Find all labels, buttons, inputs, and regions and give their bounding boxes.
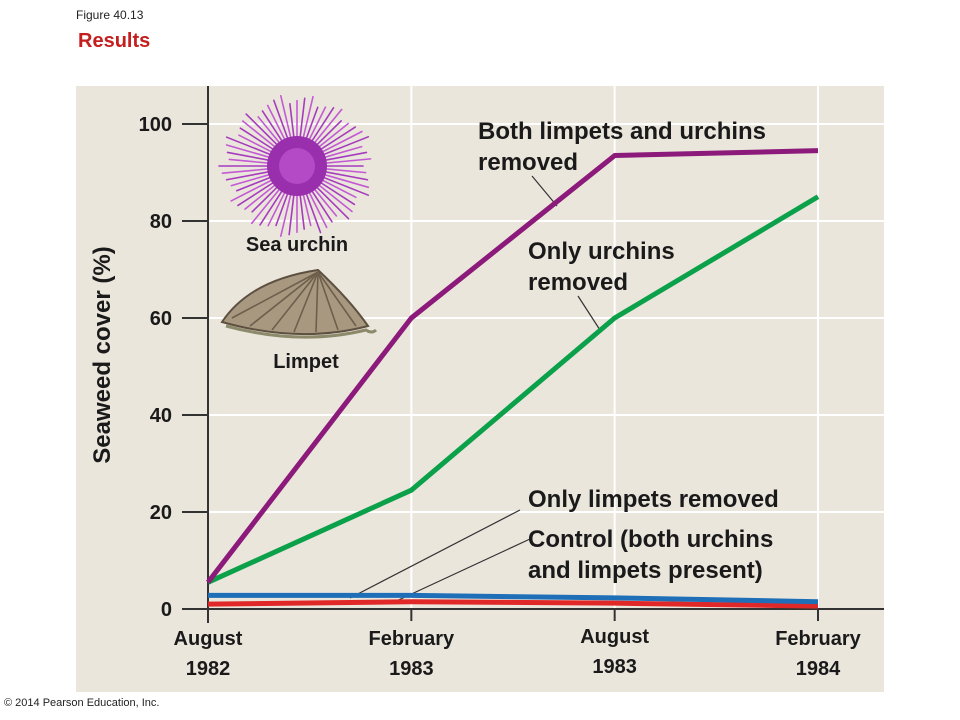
series-control-line — [207, 599, 819, 609]
series-only-limpets-removed-line — [208, 592, 819, 605]
series-labels: Both limpets and urchins removed Only urch… — [478, 118, 779, 584]
series-only-limpets-removed-label: Only limpets removed — [528, 486, 779, 513]
y-tick-label: 100 — [139, 114, 172, 136]
sea-urchin-label: Sea urchin — [246, 234, 348, 256]
leader-line — [349, 509, 521, 599]
x-tick-label: February 1984 — [775, 628, 861, 680]
figure-label: Figure 40.13 — [76, 8, 144, 22]
sea-urchin-icon — [218, 95, 372, 237]
axes — [182, 86, 884, 623]
series-both-removed-label: Both limpets and urchins removed — [478, 118, 766, 176]
leader-line — [577, 295, 601, 331]
limpet-label: Limpet — [273, 351, 339, 373]
x-tick-label: August 1983 — [580, 626, 649, 678]
copyright-notice: © 2014 Pearson Education, Inc. — [4, 697, 160, 709]
leader-line — [531, 175, 558, 207]
x-tick-label: August 1982 — [174, 628, 243, 680]
series-only-urchins-removed-label: Only urchins removed — [528, 238, 675, 296]
y-tick-label: 40 — [150, 405, 172, 427]
y-tick-label: 60 — [150, 308, 172, 330]
plot-background — [76, 86, 884, 692]
y-tick-labels: 0 20 40 60 80 100 — [139, 114, 172, 621]
y-axis-title: Seaweed cover (%) — [89, 246, 116, 463]
x-tick-labels: August 1982 February 1983 August 1983 February… — [174, 626, 862, 680]
y-tick-label: 20 — [150, 502, 172, 524]
results-heading: Results — [78, 30, 151, 52]
data-series — [206, 148, 820, 609]
y-tick-label: 0 — [161, 599, 172, 621]
series-both-removed-line — [206, 148, 819, 584]
limpet-shell-icon — [220, 268, 378, 339]
series-control-label: Control (both urchins and limpets present… — [528, 526, 773, 584]
x-tick-label: February 1983 — [369, 628, 455, 680]
y-tick-label: 80 — [150, 211, 172, 233]
series-only-urchins-removed-line — [206, 194, 820, 585]
